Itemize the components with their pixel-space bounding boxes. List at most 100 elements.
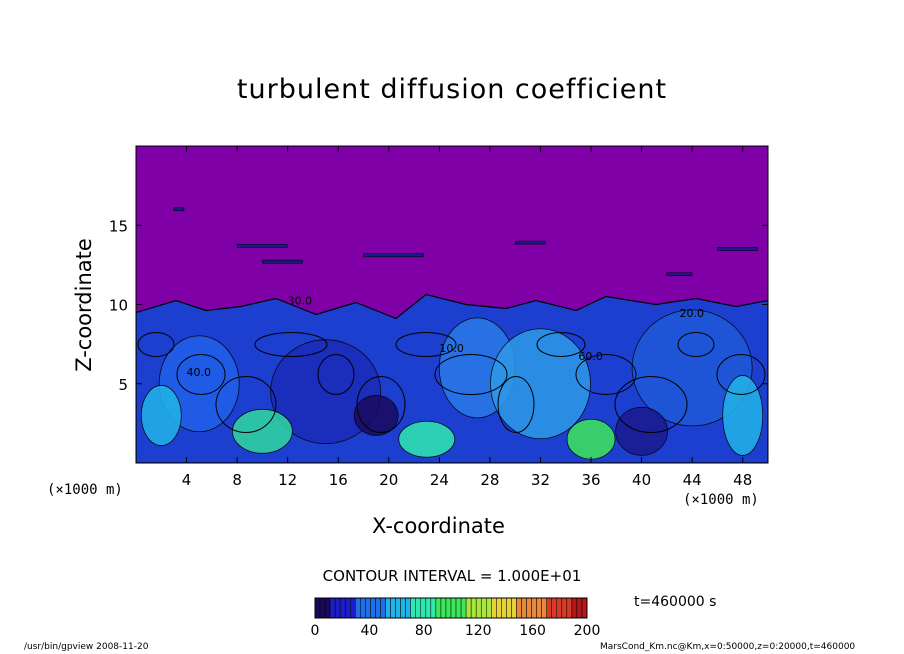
colorbar-swatch [541, 597, 547, 619]
x-tick-label: 24 [430, 471, 449, 489]
colorbar-swatch [425, 597, 432, 619]
x-tick-label: 48 [733, 471, 752, 489]
contour-field: 30.0 60.0 20.0 40.0 10.0 [136, 146, 768, 463]
cloud-streak [236, 243, 288, 248]
colorbar-swatch [496, 597, 502, 619]
colorbar-swatch [506, 597, 512, 619]
time-label: t=460000 s [634, 594, 717, 610]
colorbar-swatch [450, 597, 457, 619]
colorbar-swatch [385, 597, 391, 619]
colorbar-swatch [420, 597, 427, 619]
eddy [566, 418, 616, 460]
eddy [722, 375, 764, 456]
colorbar-tick-label: 200 [574, 623, 601, 639]
colorbar-swatch [440, 597, 447, 619]
y-tick-label: 15 [109, 217, 128, 235]
cloud-streak [666, 272, 693, 277]
eddy [398, 420, 456, 458]
x-tick-label: 20 [379, 471, 398, 489]
colorbar-swatch [455, 597, 462, 619]
colorbar-swatch [521, 597, 527, 619]
colorbar-swatch [365, 597, 371, 619]
colorbar-swatch [370, 597, 376, 619]
footer-right: MarsCond_Km.nc@Km,x=0:50000,z=0:20000,t=… [600, 642, 856, 652]
contour-label: 10.0 [439, 342, 464, 355]
colorbar-swatch [380, 597, 386, 619]
colorbar-swatch [511, 597, 517, 619]
colorbar-swatch [390, 597, 396, 619]
x-tick-label: 16 [329, 471, 348, 489]
colorbar-swatch [319, 597, 326, 619]
chart-title: turbulent diffusion coefficient [236, 74, 668, 105]
contour-label: 40.0 [187, 366, 212, 379]
x-unit-label-right: (×1000 m) [683, 492, 759, 508]
eddy [231, 408, 293, 454]
x-tick-label: 32 [531, 471, 550, 489]
cloud-streak [717, 247, 758, 251]
colorbar-swatch [375, 597, 381, 619]
colorbar-swatch [465, 597, 472, 619]
footer-left: /usr/bin/gpview 2008-11-20 [24, 642, 149, 652]
colorbar-swatch [480, 597, 487, 619]
colorbar-swatch [576, 597, 583, 619]
colorbar-tick-label: 120 [465, 623, 492, 639]
colorbar-swatch [571, 597, 578, 619]
contour-label: 30.0 [288, 295, 313, 308]
contour-line [317, 354, 355, 395]
colorbar-swatch [460, 597, 467, 619]
contour-line [137, 332, 175, 357]
contour-line [716, 354, 766, 395]
colorbar-swatch [435, 597, 442, 619]
y-axis: 5 10 15 [109, 217, 768, 394]
colorbar-swatch [546, 597, 552, 619]
x-tick-label: 4 [182, 471, 192, 489]
colorbar-swatch [551, 597, 558, 619]
colorbar-tick-label: 40 [360, 623, 378, 639]
colorbar-tick-label: 80 [415, 623, 433, 639]
y-tick-label: 5 [118, 376, 128, 394]
colorbar-swatch [410, 597, 416, 619]
contour-line [575, 354, 637, 395]
x-tick-label: 28 [480, 471, 499, 489]
contour-line [395, 332, 457, 357]
contour-interval-label: CONTOUR INTERVAL = 1.000E+01 [322, 567, 582, 585]
eddy [140, 385, 182, 446]
colorbar-swatch [475, 597, 482, 619]
x-tick-label: 36 [581, 471, 600, 489]
colorbar-swatch [531, 597, 537, 619]
cloud-streak [363, 253, 424, 258]
contour-line [356, 376, 406, 433]
eddy [631, 309, 753, 427]
cloud-streak [173, 207, 185, 212]
x-tick-label: 8 [232, 471, 242, 489]
colorbar-swatch [486, 597, 492, 619]
y-tick-label: 10 [109, 297, 128, 315]
colorbar-swatch [491, 597, 497, 619]
colorbar-swatch [445, 597, 452, 619]
x-unit-label-left: (×1000 m) [47, 482, 123, 498]
colorbar-swatch [350, 597, 356, 619]
eddy [490, 328, 591, 440]
colorbar-swatch [400, 597, 406, 619]
cloud-streak [514, 240, 546, 245]
colorbar-frame [314, 597, 588, 619]
colorbar-swatch [581, 597, 588, 619]
contour-label: 20.0 [680, 307, 705, 320]
y-axis-label: Z-coordinate [72, 238, 96, 372]
colorbar-swatch [334, 597, 341, 619]
colorbar-swatch [526, 597, 532, 619]
colorbar-swatch [536, 597, 542, 619]
colorbar-swatch [516, 597, 522, 619]
colorbar-tick-label: 0 [311, 623, 320, 639]
colorbar-swatch [339, 597, 346, 619]
colorbar-swatch [329, 597, 336, 619]
colorbar-swatch [415, 597, 422, 619]
x-axis: 4 8 12 16 20 24 28 32 36 40 44 48 [182, 146, 752, 489]
x-tick-label: 40 [632, 471, 651, 489]
colorbar-swatch [344, 597, 351, 619]
contour-line [215, 376, 277, 433]
contour-line [254, 332, 328, 357]
colorbar-swatch [501, 597, 507, 619]
colorbar-swatch [556, 597, 563, 619]
